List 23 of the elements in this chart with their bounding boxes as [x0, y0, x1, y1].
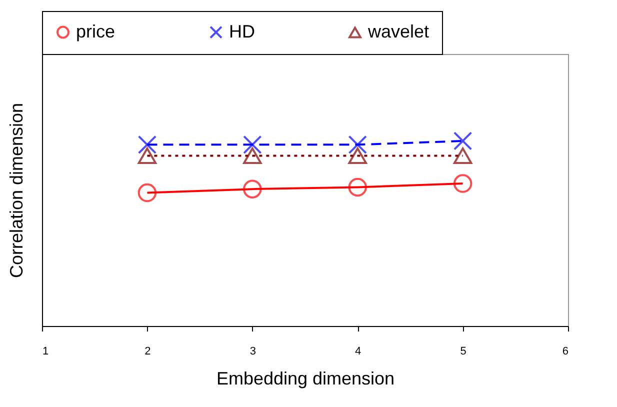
x-tick-label: 2 [144, 346, 151, 358]
point [243, 135, 262, 154]
point [348, 135, 367, 154]
point [453, 132, 472, 150]
x-tick-label: 4 [355, 346, 362, 358]
legend-label: wavelet [367, 22, 430, 42]
x-tick-label: 3 [250, 346, 256, 358]
x-tick-label: 5 [460, 346, 466, 358]
point [243, 148, 262, 164]
x-tick-label: 6 [562, 346, 568, 358]
y-axis-title: Correlation dimension [6, 102, 26, 278]
x-axis-title: Embedding dimension [216, 368, 395, 388]
point [453, 148, 472, 164]
point [348, 178, 367, 197]
legend-label: price [76, 21, 116, 42]
point [243, 180, 262, 198]
legend-label: HD [229, 21, 255, 42]
point [138, 183, 157, 202]
x-tick-label: 1 [42, 346, 49, 358]
point [453, 174, 472, 193]
point [138, 148, 157, 164]
point [138, 135, 157, 154]
point [348, 148, 367, 164]
